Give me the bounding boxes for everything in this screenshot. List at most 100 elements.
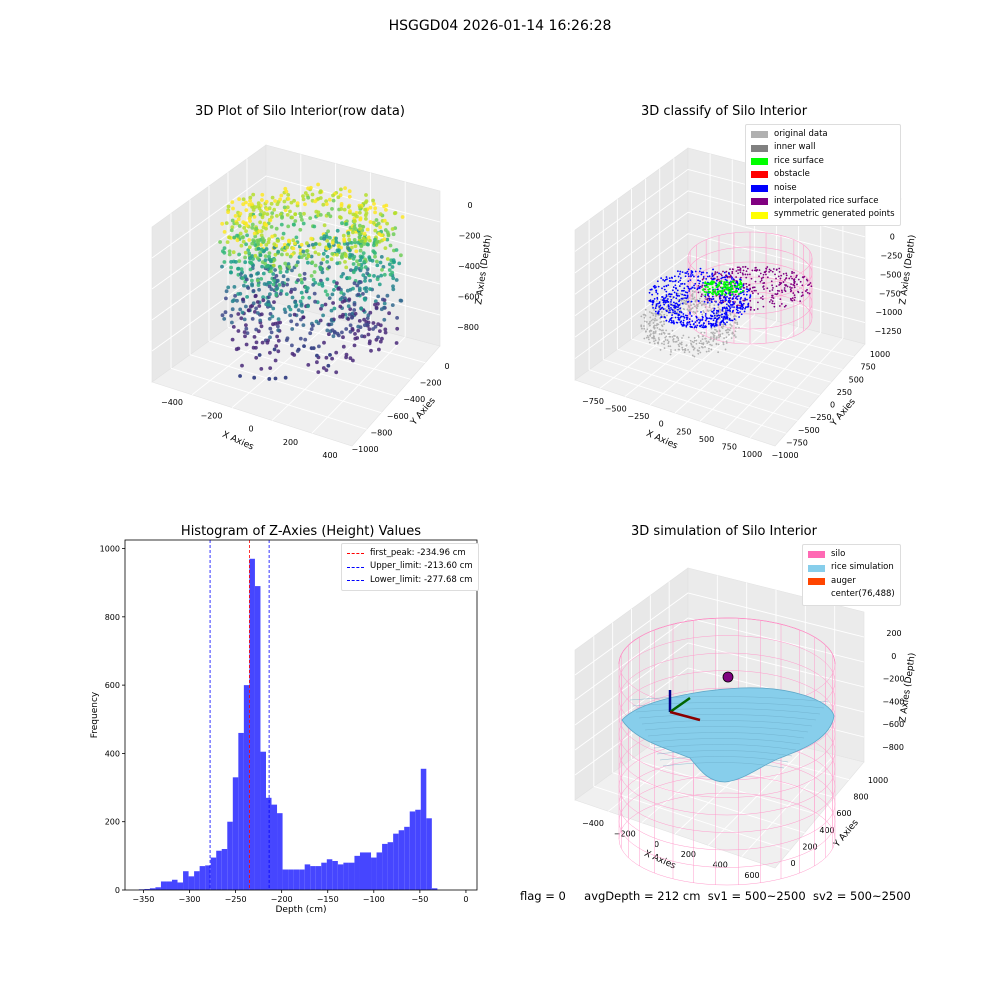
data-point xyxy=(358,205,362,210)
interpolated-point xyxy=(753,286,756,289)
noise-point xyxy=(691,320,694,323)
noise-point xyxy=(735,281,738,283)
noise-point xyxy=(675,292,678,295)
noise-point xyxy=(694,321,697,324)
data-point xyxy=(363,279,367,283)
data-point xyxy=(235,298,239,303)
interpolated-point xyxy=(756,269,759,271)
data-point xyxy=(347,312,352,317)
interpolated-point xyxy=(753,309,756,311)
data-point xyxy=(367,327,372,331)
noise-point xyxy=(701,326,704,329)
legend-entry: inner wall xyxy=(751,141,895,154)
interpolated-point xyxy=(800,295,803,298)
gridline xyxy=(227,326,411,380)
data-point xyxy=(310,192,315,197)
data-point xyxy=(302,271,307,276)
data-point xyxy=(268,335,272,340)
noise-point xyxy=(682,323,685,326)
original-point xyxy=(668,335,671,338)
z-tick-label: −400 xyxy=(458,262,480,271)
data-point xyxy=(290,215,295,220)
histogram-bar xyxy=(293,869,300,890)
noise-point xyxy=(724,278,727,281)
legend-entry: symmetric generated points xyxy=(751,208,895,221)
data-point xyxy=(327,265,331,269)
data-point xyxy=(311,277,316,282)
noise-point xyxy=(718,272,720,275)
data-point xyxy=(391,284,395,289)
noise-point xyxy=(719,299,722,302)
noise-point xyxy=(676,289,679,292)
data-point xyxy=(299,255,304,259)
data-point xyxy=(343,260,347,264)
data-point xyxy=(292,198,296,203)
data-point xyxy=(380,336,384,341)
data-point xyxy=(288,254,293,259)
noise-point xyxy=(661,287,663,290)
data-point xyxy=(306,254,311,259)
data-point xyxy=(252,335,257,339)
original-point xyxy=(654,330,657,333)
noise-point xyxy=(659,304,662,307)
original-point xyxy=(648,341,651,344)
z-tick-label: −200 xyxy=(883,675,905,684)
data-point xyxy=(332,288,336,292)
data-point xyxy=(259,367,264,371)
interpolated-point xyxy=(778,281,781,284)
data-point xyxy=(252,231,257,236)
original-point xyxy=(656,323,659,326)
noise-point xyxy=(720,316,723,319)
avg-depth-text: avgDepth = 212 cm xyxy=(584,889,701,903)
interpolated-point xyxy=(729,268,731,271)
noise-point xyxy=(663,288,666,291)
data-point xyxy=(373,206,378,211)
data-point xyxy=(325,277,330,282)
data-point xyxy=(395,316,399,320)
data-point xyxy=(357,288,362,293)
data-point xyxy=(258,220,262,225)
data-point xyxy=(290,327,295,331)
data-point xyxy=(321,313,325,318)
noise-point xyxy=(667,301,670,303)
data-point xyxy=(335,252,339,257)
interpolated-point xyxy=(808,283,811,286)
data-point xyxy=(272,207,277,212)
interpolated-point xyxy=(778,305,781,307)
legend-entry: obstacle xyxy=(751,168,895,181)
data-point xyxy=(253,243,258,248)
noise-point xyxy=(677,275,680,278)
original-point xyxy=(692,348,695,351)
original-point xyxy=(708,347,710,350)
original-point xyxy=(736,321,739,324)
histogram-bar xyxy=(332,860,338,890)
data-point xyxy=(272,258,277,262)
noise-point xyxy=(662,308,665,310)
interpolated-point xyxy=(751,269,754,272)
noise-point xyxy=(657,302,659,305)
data-point xyxy=(368,287,372,291)
data-point xyxy=(294,235,299,240)
noise-point xyxy=(697,318,700,321)
noise-point xyxy=(723,307,726,309)
data-point xyxy=(380,297,385,302)
noise-point xyxy=(690,315,693,317)
noise-point xyxy=(682,289,685,292)
noise-point xyxy=(681,302,684,305)
data-point xyxy=(385,237,390,242)
noise-point xyxy=(670,300,672,303)
data-point xyxy=(327,197,332,202)
data-point xyxy=(305,241,309,246)
data-point xyxy=(281,231,286,236)
original-point xyxy=(693,339,696,342)
original-point xyxy=(649,320,651,323)
data-point xyxy=(313,250,318,255)
original-point xyxy=(688,308,691,311)
noise-point xyxy=(733,306,735,309)
data-point xyxy=(263,258,268,262)
noise-point xyxy=(739,298,742,300)
interpolated-point xyxy=(771,300,774,303)
original-point xyxy=(690,308,693,310)
interpolated-point xyxy=(750,306,752,309)
data-point xyxy=(243,274,248,278)
